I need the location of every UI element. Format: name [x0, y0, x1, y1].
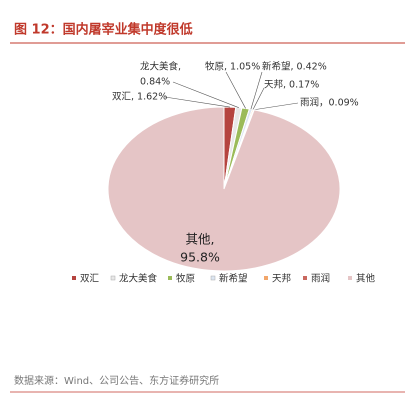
data-label: 0.84% [140, 77, 170, 88]
legend-swatch [264, 276, 268, 280]
legend-label: 新希望 [219, 273, 248, 285]
legend-swatch [348, 276, 352, 280]
leader-line [164, 96, 230, 108]
chart-title: 图 12：国内屠宰业集中度很低 [14, 22, 193, 38]
data-label: 双汇, 1.62% [112, 92, 167, 103]
data-label: 95.8% [180, 250, 220, 265]
pie-slice [107, 106, 341, 272]
leader-line [225, 71, 246, 109]
legend-swatch [168, 276, 172, 280]
leader-line [250, 71, 263, 110]
legend-swatch [110, 275, 116, 281]
data-label: 雨润，0.09% [300, 97, 359, 109]
leader-line [172, 81, 239, 108]
legend-label: 天邦 [272, 273, 292, 285]
source-note: 数据来源：Wind、公司公告、东方证券研究所 [14, 374, 219, 387]
legend-swatch [72, 276, 76, 280]
data-label: 牧原, 1.05% [205, 61, 260, 73]
legend-label: 雨润 [311, 273, 330, 285]
legend-label: 龙大美食 [119, 273, 158, 285]
data-label: 天邦, 0.17% [264, 79, 319, 91]
legend-label: 牧原 [176, 273, 195, 285]
legend-swatch [210, 275, 216, 281]
legend-swatch [303, 276, 307, 280]
data-label: 龙大美食, [140, 61, 181, 73]
leader-line [253, 102, 299, 111]
legend-label: 双汇 [80, 274, 100, 285]
data-label: 新希望, 0.42% [262, 61, 327, 73]
data-label: 其他, [186, 232, 215, 247]
leader-line [252, 87, 265, 110]
legend-label: 其他 [356, 273, 376, 285]
